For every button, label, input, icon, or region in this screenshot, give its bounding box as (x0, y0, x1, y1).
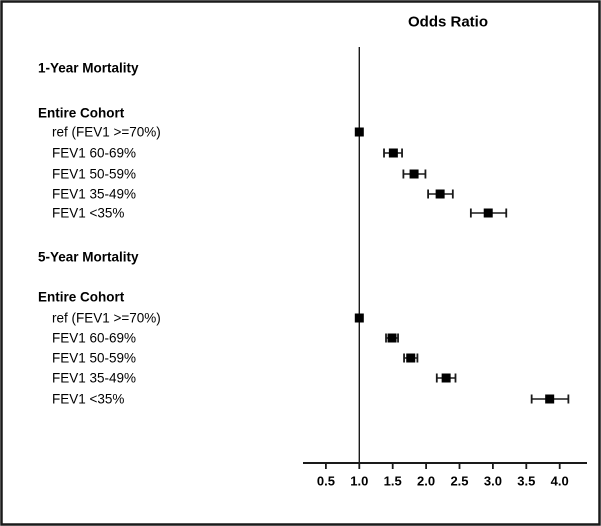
or-marker (441, 373, 451, 383)
row-label: FEV1 35-49% (52, 371, 136, 386)
x-axis-tick-label: 1.5 (384, 474, 402, 489)
or-marker (409, 169, 419, 179)
or-marker (435, 189, 445, 199)
x-axis-tick-label: 2.0 (417, 474, 435, 489)
section-subheader: Entire Cohort (38, 106, 125, 121)
row-label: FEV1 50-59% (52, 167, 136, 182)
row-label: FEV1 60-69% (52, 146, 136, 161)
row-label: FEV1 35-49% (52, 187, 136, 202)
x-axis-tick-label: 3.0 (484, 474, 502, 489)
row-label: ref (FEV1 >=70%) (52, 125, 161, 140)
row-label: FEV1 50-59% (52, 351, 136, 366)
or-marker (388, 148, 398, 158)
or-marker (406, 353, 416, 363)
section-subheader: Entire Cohort (38, 290, 125, 305)
row-label: FEV1 <35% (52, 206, 124, 221)
or-marker (354, 127, 364, 137)
row-label: FEV1 <35% (52, 392, 124, 407)
x-axis-tick-label: 4.0 (551, 474, 569, 489)
x-axis-tick-label: 2.5 (450, 474, 468, 489)
section-header: 5-Year Mortality (38, 250, 139, 265)
x-axis-tick-label: 1.0 (350, 474, 368, 489)
row-label: FEV1 60-69% (52, 331, 136, 346)
or-marker (387, 333, 397, 343)
x-axis-tick-label: 0.5 (317, 474, 335, 489)
section-header: 1-Year Mortality (38, 61, 139, 76)
row-label: ref (FEV1 >=70%) (52, 311, 161, 326)
or-marker (483, 208, 493, 218)
or-marker (354, 313, 364, 323)
or-marker (545, 394, 555, 404)
chart-title: Odds Ratio (408, 13, 488, 30)
x-axis-tick-label: 3.5 (517, 474, 535, 489)
